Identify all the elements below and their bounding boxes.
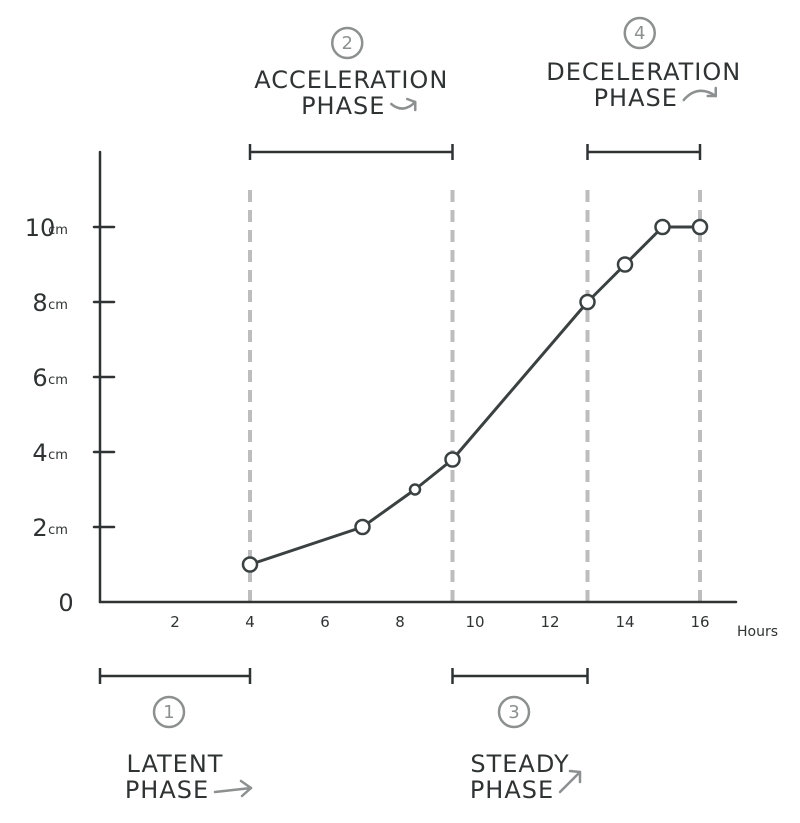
data-point-5 — [579, 293, 596, 311]
series-line — [248, 225, 702, 566]
phase-2-arrow-icon — [390, 97, 417, 112]
phase-1-arrow-icon — [213, 779, 253, 798]
phase-4-arrow-head — [706, 86, 717, 98]
phase-2-label-line1: ACCELERATION — [254, 66, 448, 94]
y-tick-label-4: 4 — [32, 439, 47, 467]
phase-4-arrow-icon — [682, 86, 717, 102]
phase-1-number: 1 — [163, 702, 174, 723]
phase-1-label-line2: PHASE — [125, 776, 209, 804]
phase-annotations: 1LATENTPHASE2ACCELERATIONPHASE3STEADYPHA… — [98, 16, 741, 804]
phase-3-arrow-shaft — [558, 770, 582, 794]
phase-4-number-circle — [623, 16, 656, 50]
phase-3-label-line1: STEADY — [470, 750, 569, 778]
y-tick-unit-6: cm — [48, 373, 68, 388]
data-point-4 — [444, 451, 461, 468]
y-tick-unit-10: cm — [48, 223, 68, 238]
phase-1-number-circle — [152, 695, 186, 729]
y-tick-label-8: 8 — [32, 289, 47, 317]
data-point-1 — [241, 556, 259, 573]
axes — [98, 150, 738, 604]
phase-2-number-circle — [331, 26, 364, 60]
data-point-2 — [354, 518, 371, 536]
phase-4-label-line1: DECELERATION — [546, 58, 741, 86]
x-tick-label-10: 10 — [465, 613, 484, 631]
phase-boundary-lines — [248, 190, 702, 602]
phase-2-label-line2: PHASE — [301, 92, 385, 120]
x-tick-label-4: 4 — [245, 613, 255, 631]
phase-3-number-circle — [497, 695, 531, 729]
x-tick-label-2: 2 — [170, 613, 180, 631]
y-tick-label-0: 0 — [58, 589, 73, 617]
x-tick-label-6: 6 — [320, 613, 330, 631]
phase-4-label-line2: PHASE — [594, 84, 678, 112]
phase-3-arrow-icon — [558, 769, 582, 794]
phase-2-arrow-shaft — [390, 100, 417, 110]
phase-3-label-line2: PHASE — [470, 776, 554, 804]
phase-3-number: 3 — [508, 702, 519, 723]
data-point-6 — [616, 256, 634, 273]
data-point-3 — [408, 483, 422, 496]
phase-2-arrow-head — [406, 97, 417, 112]
phase-1-label-line1: LATENT — [127, 750, 224, 778]
phase-1-arrow-head — [239, 779, 253, 798]
phase-1-arrow-shaft — [213, 786, 253, 794]
y-tick-unit-2: cm — [48, 523, 68, 538]
data-point-8 — [691, 218, 709, 236]
phase-2-number: 2 — [342, 33, 353, 54]
x-tick-label-12: 12 — [540, 613, 559, 631]
phase-4-arrow-shaft — [682, 89, 717, 102]
y-tick-label-6: 6 — [32, 364, 47, 392]
y-tick-label-2: 2 — [32, 514, 47, 542]
phase-4-number: 4 — [634, 23, 645, 44]
x-axis-ticks: 2 4 6 8 10 12 14 16 — [170, 613, 709, 631]
x-tick-label-16: 16 — [690, 613, 709, 631]
y-tick-unit-8: cm — [48, 298, 68, 313]
phase-3-arrow-head — [568, 769, 582, 784]
y-tick-label-10: 10 — [25, 214, 56, 242]
data-point-7 — [654, 218, 671, 236]
x-tick-label-14: 14 — [615, 613, 634, 631]
dilation-series — [241, 218, 709, 573]
x-axis-unit-label: Hours — [737, 624, 778, 640]
x-tick-label-8: 8 — [395, 613, 405, 631]
y-tick-unit-4: cm — [48, 448, 68, 463]
